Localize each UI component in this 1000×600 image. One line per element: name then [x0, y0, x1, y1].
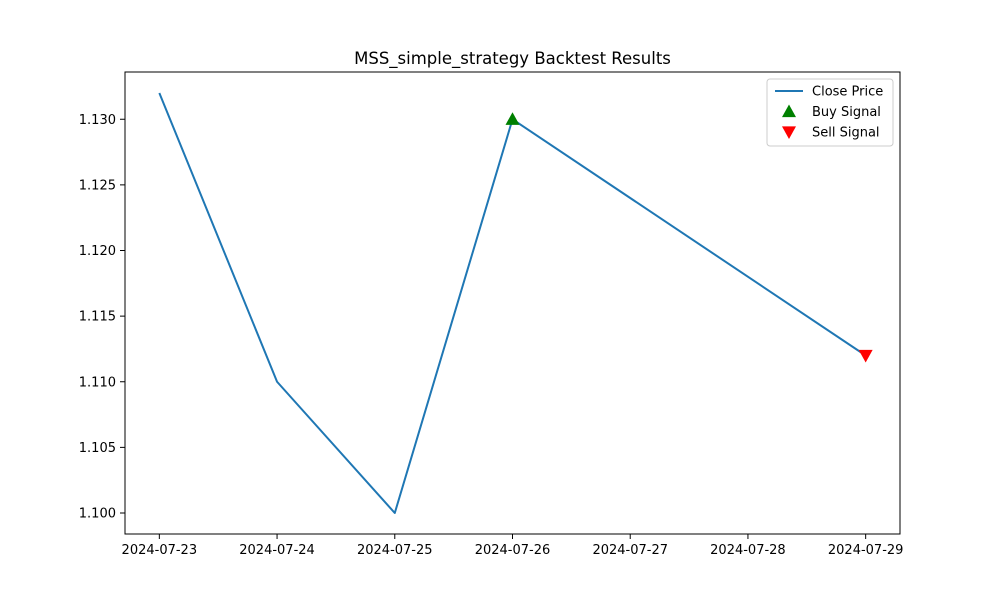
y-tick-label: 1.105 [79, 441, 116, 456]
x-tick-label: 2024-07-28 [710, 543, 786, 558]
legend-buy-marker [782, 104, 796, 118]
y-tick-label: 1.115 [79, 310, 116, 325]
x-tick-label: 2024-07-27 [592, 543, 668, 558]
y-tick-label: 1.120 [79, 244, 116, 259]
sell-signal-marker [858, 349, 873, 363]
x-tick-label: 2024-07-29 [828, 543, 904, 558]
x-tick-label: 2024-07-26 [475, 543, 551, 558]
legend-box [766, 78, 894, 147]
x-tick-label: 2024-07-23 [122, 543, 198, 558]
x-tick-label: 2024-07-25 [357, 543, 433, 558]
y-tick-label: 1.100 [79, 507, 116, 522]
buy-signal-marker [505, 112, 520, 125]
legend-sell-marker [782, 126, 796, 139]
legend-label: Close Price [812, 85, 883, 100]
close-price-line [158, 92, 867, 514]
axes: 2024-07-23 2024-07-24 2024-07-25 2024-07-26… [79, 71, 904, 558]
y-tick-label: 1.125 [79, 178, 116, 193]
y-tick-label: 1.110 [79, 375, 116, 390]
x-tick-label: 2024-07-24 [239, 543, 315, 558]
chart-title: MSS_simple_strategy Backtest Results [354, 49, 671, 69]
y-tick-label: 1.130 [79, 113, 116, 128]
legend: Close Price Buy Signal Sell Signal [766, 78, 894, 147]
legend-label: Sell Signal [812, 126, 880, 141]
plot-area [158, 92, 873, 514]
legend-label: Buy Signal [812, 105, 881, 120]
